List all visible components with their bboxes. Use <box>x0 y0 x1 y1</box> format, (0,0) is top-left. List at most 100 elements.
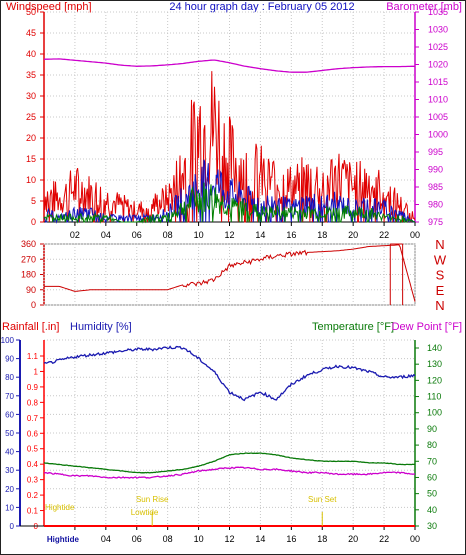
annotation-label: Sun Set <box>308 495 337 504</box>
compass-label: N <box>435 298 444 313</box>
x-tick-label: 08 <box>163 534 173 544</box>
y2-tick-label: 990 <box>428 165 443 175</box>
y-tick-label: 30 <box>26 91 36 101</box>
rain-tick-label: 0.2 <box>27 491 39 500</box>
rain-tick-label: 0.3 <box>27 476 39 485</box>
rain-tick-label: 1.1 <box>27 352 39 361</box>
x-tick-label: 20 <box>348 230 358 240</box>
temp-tick-label: 130 <box>427 359 442 369</box>
x-tick-label: 22 <box>379 230 389 240</box>
annotation-label: Lowtide <box>131 508 159 517</box>
x-tick-label: 12 <box>224 230 234 240</box>
x-tick-label: 00 <box>410 534 420 544</box>
humidity-tick-label: 20 <box>5 485 14 494</box>
temp-tick-label: 140 <box>427 343 442 353</box>
x-tick-label: 14 <box>255 534 265 544</box>
compass-label: W <box>434 252 447 267</box>
y-tick-label: 0 <box>31 300 36 310</box>
barometer-axis-label: Barometer [mb] <box>386 1 462 13</box>
y-tick-label: 45 <box>26 28 36 38</box>
y2-tick-label: 1020 <box>428 60 448 70</box>
y2-tick-label: 1030 <box>428 25 448 35</box>
x-tick-label: 14 <box>255 230 265 240</box>
rain-tick-label: 0.1 <box>27 507 39 516</box>
x-tick-label: 02 <box>70 230 80 240</box>
humidity-tick-label: 80 <box>5 373 14 382</box>
temp-tick-label: 110 <box>427 392 441 402</box>
x-tick-label: 22 <box>379 534 389 544</box>
x-tick-label: 16 <box>286 230 296 240</box>
dewpoint-series-line <box>43 466 416 479</box>
temp-tick-label: 80 <box>427 440 437 450</box>
temp-tick-label: 70 <box>427 456 437 466</box>
temperature-series-line <box>43 452 416 474</box>
y-tick-label: 35 <box>26 70 36 80</box>
direction-series-line <box>44 244 416 302</box>
annotation-label: Sun Rise <box>136 495 169 504</box>
rain-tick-label: 0.9 <box>27 383 39 392</box>
y-tick-label: 360 <box>21 239 36 249</box>
y-tick-label: 180 <box>21 270 36 280</box>
humidity-tick-label: 100 <box>1 336 15 345</box>
y-tick-label: 5 <box>31 196 36 206</box>
rain-tick-label: 1 <box>34 367 39 376</box>
y-tick-label: 50 <box>26 7 36 17</box>
humidity-series-line <box>43 345 416 402</box>
x-tick-label: 08 <box>163 230 173 240</box>
humidity-temperature-panel: 0 10 20 30 40 50 60 70 80 90 10 00 0.1 0.2 0.3 0.4 0.5 0.… <box>1 336 442 544</box>
wind-barometer-panel: 0510152025303540455097598098599099510001… <box>26 7 448 240</box>
rain-tick-label: 0.5 <box>27 445 39 454</box>
rain-tick-label: 0.6 <box>27 429 39 438</box>
y2-tick-label: 995 <box>428 147 443 157</box>
humidity-axis-label: Humidity [%] <box>70 321 132 333</box>
rain-tick-label: 0.7 <box>27 414 39 423</box>
x-tick-label: 00 <box>410 230 420 240</box>
temp-tick-label: 90 <box>427 424 437 434</box>
y-tick-label: 25 <box>26 112 36 122</box>
y-tick-label: 270 <box>21 254 36 264</box>
y2-tick-label: 1000 <box>428 130 448 140</box>
x-tick-label: 18 <box>317 230 327 240</box>
y-tick-label: 10 <box>26 175 36 185</box>
humidity-tick-label: 50 <box>5 429 14 438</box>
humidity-tick-label: 70 <box>5 392 14 401</box>
x-tick-label: 10 <box>194 534 204 544</box>
y-tick-label: 0 <box>31 217 36 227</box>
temp-tick-label: 30 <box>427 521 437 531</box>
x-tick-label: 20 <box>348 534 358 544</box>
compass-label: N <box>435 237 444 252</box>
temp-tick-label: 60 <box>427 472 437 482</box>
x-tick-label: 06 <box>132 534 142 544</box>
humidity-tick-label: 30 <box>5 466 14 475</box>
wind-series-line <box>43 71 416 223</box>
temp-tick-label: 120 <box>427 375 442 385</box>
humidity-tick-label: 40 <box>5 448 14 457</box>
temp-tick-label: 40 <box>427 505 437 515</box>
wind_alt-series-line <box>43 182 416 224</box>
y2-tick-label: 1015 <box>428 77 448 87</box>
barometer-series-line <box>43 58 415 73</box>
x-tick-label: 10 <box>194 230 204 240</box>
x-tick-label: Hightide <box>47 535 80 544</box>
humidity-tick-label: 90 <box>5 355 14 364</box>
x-tick-label: 18 <box>317 534 327 544</box>
x-tick-label: 16 <box>286 534 296 544</box>
temp-tick-label: 100 <box>427 408 442 418</box>
temp-tick-label: 50 <box>427 489 437 499</box>
y2-tick-label: 985 <box>428 182 443 192</box>
compass-label: S <box>436 268 445 283</box>
x-tick-label: 12 <box>224 534 234 544</box>
compass-label: E <box>436 283 445 298</box>
y2-tick-label: 1005 <box>428 112 448 122</box>
y2-tick-label: 975 <box>428 217 443 227</box>
y-tick-label: 90 <box>26 285 36 295</box>
humidity-tick-label: 10 <box>5 503 14 512</box>
humidity-tick-label: 60 <box>5 410 14 419</box>
dewpoint-axis-label: Dew Point [°F] <box>392 321 462 333</box>
x-tick-label: 04 <box>101 230 111 240</box>
y2-tick-label: 1035 <box>428 7 448 17</box>
humidity-tick-label: 0 <box>10 522 15 531</box>
